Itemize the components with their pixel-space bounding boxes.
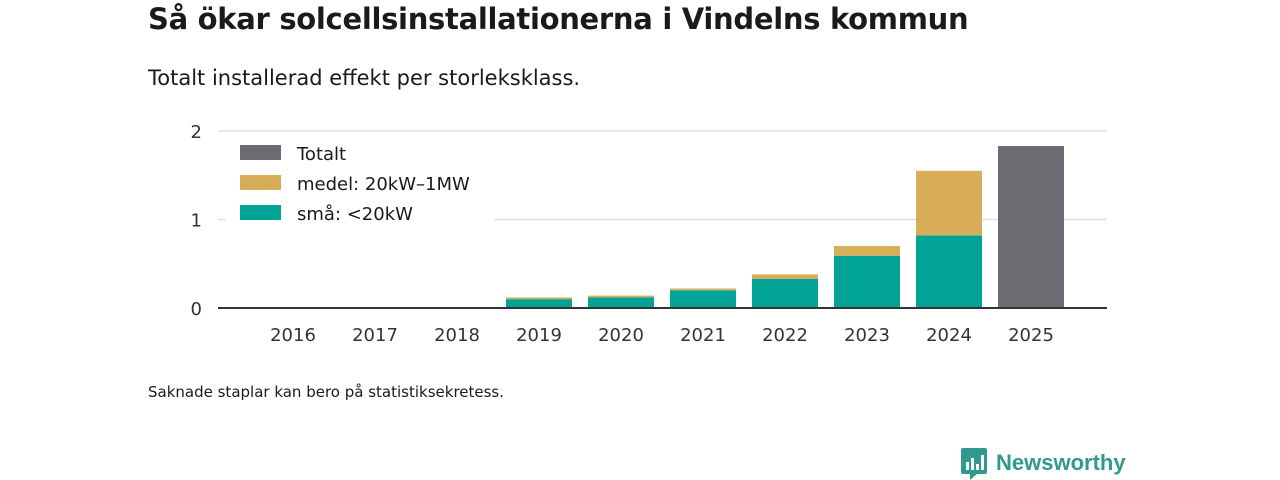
y-tick-label: 1 [191,211,202,232]
brand-name: Newsworthy [996,450,1126,475]
newsworthy-brand[interactable]: Newsworthy [960,446,1126,480]
bar-sma-2022 [752,278,818,308]
x-tick-label: 2017 [352,325,398,346]
bar-sma-2024 [916,235,982,308]
x-tick-label: 2018 [434,325,480,346]
x-tick-label: 2016 [270,325,316,346]
bar-medel-2020 [588,295,654,298]
legend-swatch-medel [240,175,281,190]
x-tick-label: 2021 [680,325,726,346]
chart-subtitle: Totalt installerad effekt per storlekskl… [148,66,581,90]
legend-swatch-sma [240,205,281,220]
x-tick-label: 2024 [926,325,972,346]
bar-sma-2021 [670,290,736,308]
x-tick-label: 2019 [516,325,562,346]
bar-sma-2019 [506,299,572,308]
newsworthy-logo-icon [961,448,987,480]
y-tick-label: 2 [191,122,202,143]
bar-medel-2022 [752,274,818,279]
legend-swatch-totalt [240,145,281,160]
x-tick-label: 2023 [844,325,890,346]
x-tick-label: 2020 [598,325,644,346]
legend-label-totalt: Totalt [296,144,346,165]
bar-sma-2023 [834,255,900,308]
x-tick-label: 2025 [1008,325,1054,346]
bar-medel-2021 [670,288,736,291]
bar-sma-2020 [588,297,654,308]
footnote: Saknade staplar kan bero på statistiksek… [148,383,505,401]
legend-label-medel: medel: 20kW–1MW [297,174,470,195]
x-tick-label: 2022 [762,325,808,346]
bar-medel-2019 [506,297,572,300]
bar-medel-2023 [834,246,900,256]
y-tick-label: 0 [191,299,202,320]
legend-label-sma: små: <20kW [297,204,413,225]
chart-title: Så ökar solcellsinstallationerna i Vinde… [148,2,969,36]
bar-medel-2024 [916,170,982,236]
bar-totalt-2025 [998,146,1064,308]
